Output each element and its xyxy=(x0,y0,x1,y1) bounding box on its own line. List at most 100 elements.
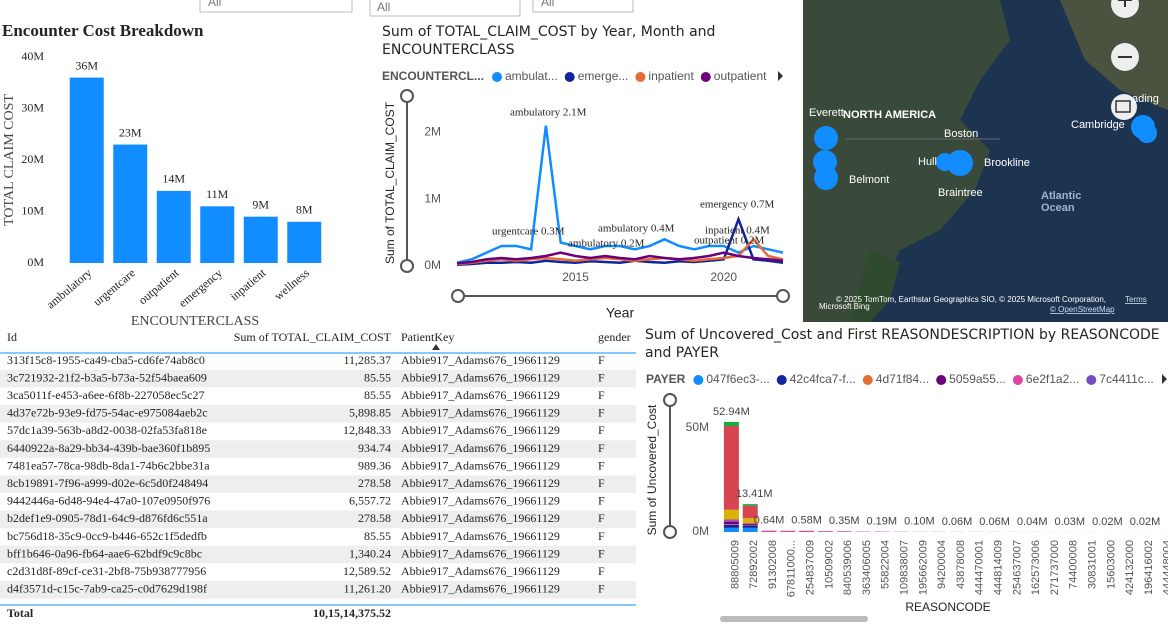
slider-handle[interactable] xyxy=(776,289,790,303)
table-cell: bc756d18-35c9-0cc9-b446-652c1f5dedfb xyxy=(7,529,207,543)
x-tick-label: wellness xyxy=(271,265,312,303)
slicer-value: All xyxy=(541,0,554,9)
x-tick-label: 195662009 xyxy=(917,540,929,595)
table-cell: bff1b646-0a96-fb64-aae6-62bdf9c9c8bc xyxy=(7,546,202,560)
bar-segment xyxy=(723,524,739,528)
bar-segment xyxy=(723,519,739,521)
slider-handle[interactable] xyxy=(400,89,414,103)
table-cell: F xyxy=(598,353,605,367)
line-series xyxy=(456,251,784,265)
table-cell: 989.36 xyxy=(358,458,391,472)
x-tick-label: inpatient xyxy=(227,265,269,303)
table-cell: F xyxy=(598,458,605,472)
map-bubble[interactable] xyxy=(1137,123,1157,143)
data-label: 0.04M xyxy=(1017,516,1048,528)
bar-segment xyxy=(723,527,739,532)
bar-segment xyxy=(761,530,777,532)
y-tick-label: 2M xyxy=(424,125,441,139)
x-tick-label: 55822004 xyxy=(880,540,892,589)
slider-handle[interactable] xyxy=(451,289,465,303)
map-label: NORTH AMERICA xyxy=(843,109,936,121)
table-cell: Abbie917_Adams676_19661129 xyxy=(401,564,560,578)
chart-title: Sum of Uncovered_Cost and First REASONDE… xyxy=(645,327,1160,361)
bar-segment xyxy=(780,530,796,532)
map-bubble[interactable] xyxy=(814,126,838,150)
row-stripe xyxy=(0,440,636,458)
map-label: Brookline xyxy=(984,157,1030,169)
map-bubble[interactable] xyxy=(947,150,973,176)
legend-title: ENCOUNTERCL... xyxy=(382,69,484,83)
x-tick-label: 424132000 xyxy=(1124,540,1136,595)
bar-segment xyxy=(723,509,739,520)
x-tick-label: 88805009 xyxy=(729,540,741,589)
table-cell: 3c721932-21f2-b3a5-b73a-52f54baea609 xyxy=(7,370,207,384)
column-header: Id xyxy=(7,330,17,344)
annotation: urgentcare 0.3M xyxy=(492,226,565,238)
table-cell: Abbie917_Adams676_19661129 xyxy=(401,388,560,402)
annotation: ambulatory 2.1M xyxy=(510,107,587,119)
slicer-value: All xyxy=(208,0,221,9)
bar-segment xyxy=(742,518,758,524)
data-label: 0.06M xyxy=(979,516,1010,528)
table-cell: 3ca5011f-e453-a6ee-6f8b-227058ec5c27 xyxy=(7,388,204,402)
bar-segment xyxy=(742,525,758,528)
map-terms: Terms xyxy=(1125,295,1147,304)
legend-label: 7c4411c... xyxy=(1099,372,1153,386)
x-tick-label: 30831001 xyxy=(1087,540,1099,589)
slicer-value: All xyxy=(377,0,390,14)
y-axis-label: Sum of TOTAL_CLAIM_COST xyxy=(383,101,397,264)
slicer[interactable] xyxy=(369,0,521,17)
map-label: Cambridge xyxy=(1071,119,1125,131)
annotation: ambulatory 0.2M xyxy=(568,238,645,250)
slicer[interactable] xyxy=(532,0,634,13)
y-tick-label: 40M xyxy=(21,49,44,63)
y-tick-label: 0M xyxy=(27,255,44,269)
map-bubble[interactable] xyxy=(814,166,838,190)
column-header: gender xyxy=(598,330,631,344)
y-tick-label: 30M xyxy=(21,100,44,114)
legend-label: 4d71f84... xyxy=(876,372,929,386)
data-label: 0.02M xyxy=(1130,516,1161,528)
annotation: emergency 0.7M xyxy=(700,199,775,211)
zoom-in-button[interactable] xyxy=(1111,0,1139,18)
data-label: 36M xyxy=(75,58,98,72)
legend-marker xyxy=(1086,375,1097,385)
x-tick-label: 2020 xyxy=(710,270,737,284)
column-header: Sum of TOTAL_CLAIM_COST xyxy=(234,330,392,344)
table-cell: 8cb19891-7f96-a999-d02e-6c5d0f248494 xyxy=(7,476,208,490)
legend-label: 5059a55... xyxy=(949,372,1006,386)
legend-marker xyxy=(1012,375,1023,385)
slider-handle[interactable] xyxy=(663,393,677,407)
bar-segment xyxy=(836,531,852,532)
y-axis-label: Sum of Uncovered_Cost xyxy=(645,404,659,535)
chart-title: Encounter Cost Breakdown xyxy=(2,21,204,40)
annotation: inpatient 0.4M xyxy=(705,225,770,237)
slider-handle[interactable] xyxy=(663,525,677,539)
x-tick-label: 94200004 xyxy=(936,540,948,589)
x-tick-label: 109838007 xyxy=(899,540,911,595)
slicer[interactable] xyxy=(199,0,353,13)
data-label: 13.41M xyxy=(736,488,773,500)
slider-handle[interactable] xyxy=(400,259,414,273)
legend-label: 42c4fca7-f... xyxy=(790,372,856,386)
bar-segment xyxy=(742,504,758,506)
bar-segment xyxy=(799,530,815,532)
row-stripe xyxy=(0,545,636,564)
scrollbar[interactable] xyxy=(720,616,868,622)
x-tick-label: 444448004 xyxy=(1162,540,1168,595)
table-cell: Abbie917_Adams676_19661129 xyxy=(401,529,560,543)
map-label: ading xyxy=(1132,93,1159,105)
table-cell: F xyxy=(598,494,605,508)
table-cell: F xyxy=(598,582,605,596)
row-stripe xyxy=(0,475,636,493)
legend-marker xyxy=(693,375,704,385)
x-tick-label: 15603000 xyxy=(1105,540,1117,589)
legend-label: emerge... xyxy=(578,69,629,83)
y-tick-label: 0M xyxy=(692,524,709,538)
map-land xyxy=(803,0,1010,322)
map-land xyxy=(850,250,900,322)
map[interactable] xyxy=(803,0,1168,322)
table-cell: F xyxy=(598,564,605,578)
legend-marker xyxy=(492,72,502,82)
zoom-icon xyxy=(1118,0,1132,58)
